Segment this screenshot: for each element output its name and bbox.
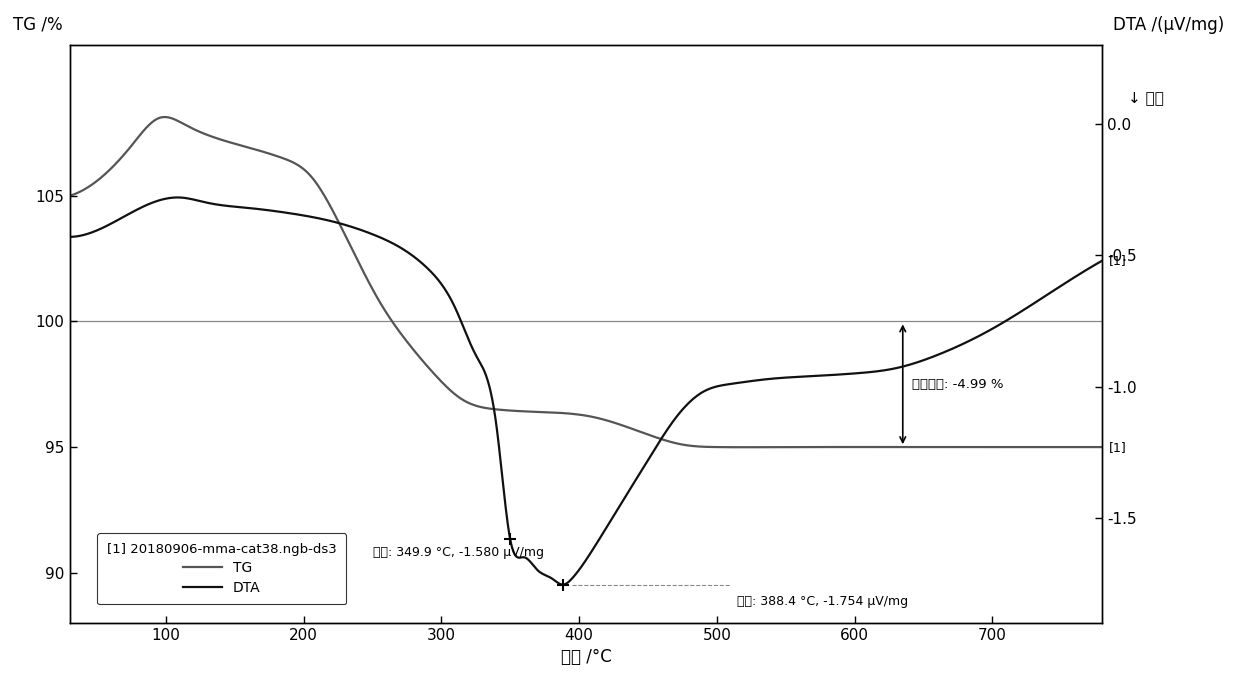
Text: 质量变化: -4.99 %: 质量变化: -4.99 % xyxy=(913,378,1004,391)
Text: [1]: [1] xyxy=(1110,441,1127,454)
DTA xyxy=(170,193,185,201)
DTA xyxy=(115,214,130,222)
TG xyxy=(157,113,172,121)
TG xyxy=(115,152,130,161)
DTA xyxy=(537,571,552,579)
Text: 峰値: 349.9 °C, -1.580 μV/mg: 峰値: 349.9 °C, -1.580 μV/mg xyxy=(372,546,543,559)
DTA xyxy=(1065,274,1080,282)
TG xyxy=(565,410,580,418)
TG xyxy=(735,443,750,451)
DTA xyxy=(877,366,892,374)
Text: ↓ 放热: ↓ 放热 xyxy=(1128,92,1164,107)
Line: DTA: DTA xyxy=(69,197,1102,585)
TG xyxy=(1065,443,1080,451)
DTA xyxy=(556,581,570,589)
Line: TG: TG xyxy=(69,117,1102,447)
TG xyxy=(1095,443,1110,451)
DTA xyxy=(1095,256,1110,264)
TG xyxy=(877,443,892,451)
DTA xyxy=(1066,274,1081,282)
TG xyxy=(1066,443,1081,451)
DTA xyxy=(565,574,580,582)
Text: [1]: [1] xyxy=(1110,254,1127,267)
X-axis label: 温度 /°C: 温度 /°C xyxy=(560,648,611,667)
Text: 峰値: 388.4 °C, -1.754 μV/mg: 峰値: 388.4 °C, -1.754 μV/mg xyxy=(738,596,909,609)
DTA xyxy=(62,233,77,241)
Text: DTA /(μV/mg): DTA /(μV/mg) xyxy=(1112,16,1224,33)
TG xyxy=(62,192,77,200)
TG xyxy=(537,408,552,416)
Legend: TG, DTA: TG, DTA xyxy=(97,533,346,604)
Text: TG /%: TG /% xyxy=(12,16,62,33)
